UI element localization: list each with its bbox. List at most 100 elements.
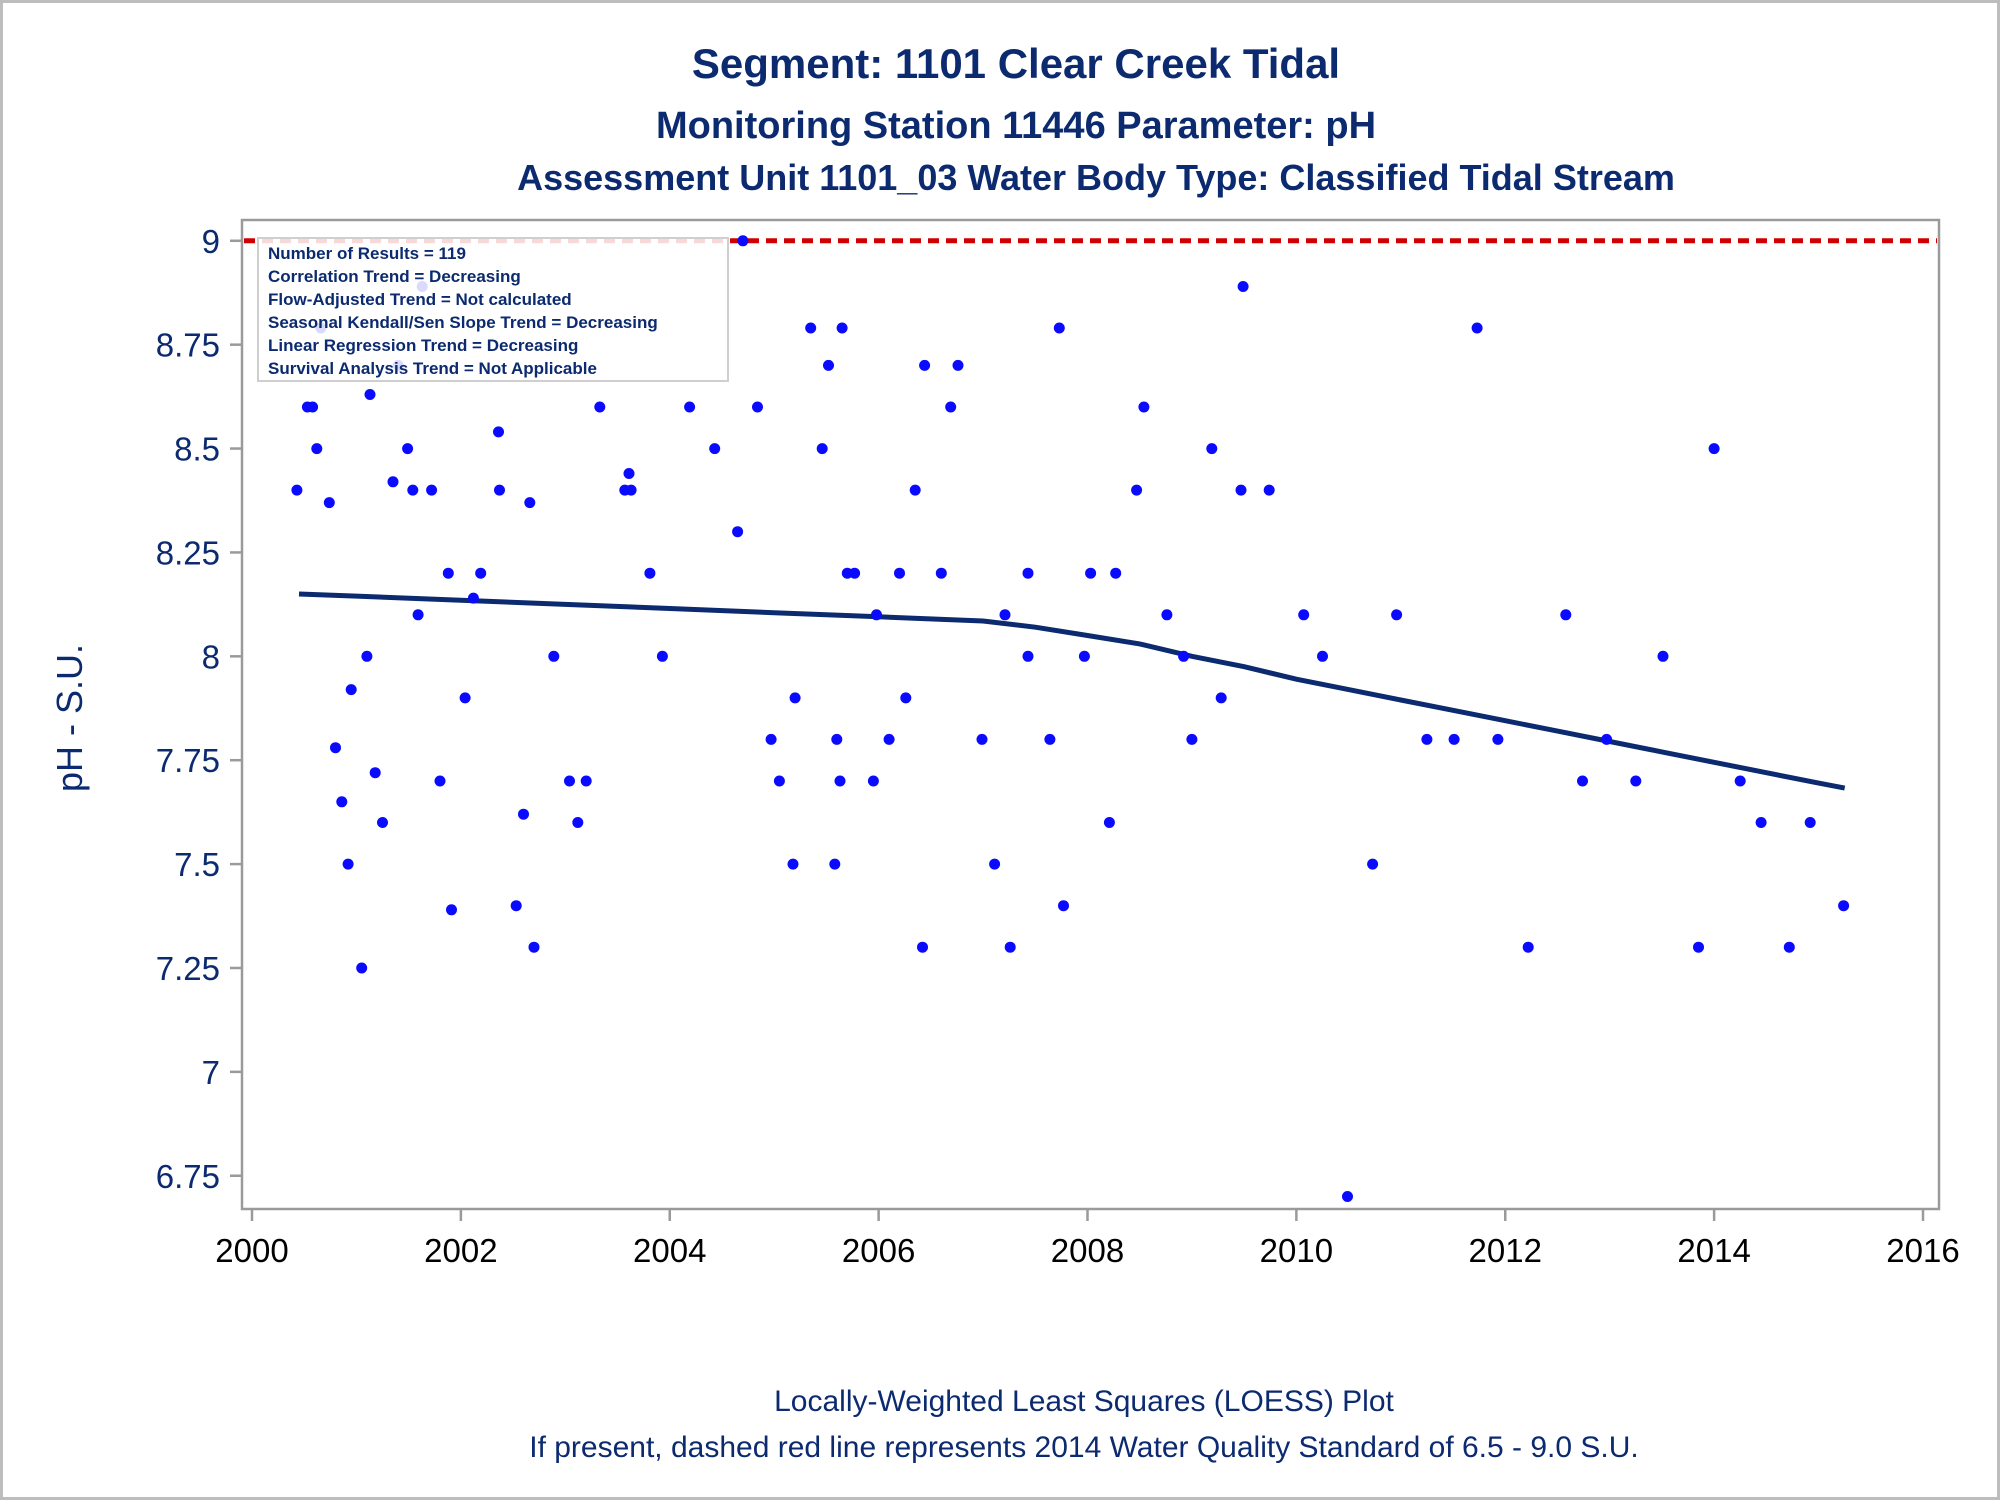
data-point <box>834 775 846 787</box>
data-point <box>1044 733 1056 745</box>
data-point <box>787 858 799 870</box>
data-point <box>1560 609 1572 621</box>
data-point <box>467 592 479 604</box>
stat-seasonal-kendall-trend: Seasonal Kendall/Sen Slope Trend = Decre… <box>268 313 658 332</box>
data-point <box>976 733 988 745</box>
data-point <box>356 962 368 974</box>
data-point <box>475 567 487 579</box>
data-point <box>518 808 529 820</box>
data-point <box>1601 733 1613 745</box>
x-tick-label: 2000 <box>215 1232 288 1269</box>
data-point <box>1367 858 1379 870</box>
x-tick-label: 2004 <box>633 1232 706 1269</box>
data-point <box>493 426 504 438</box>
data-point <box>900 692 912 704</box>
data-point <box>883 733 895 745</box>
data-point <box>1448 733 1460 745</box>
y-tick-label: 7.25 <box>156 950 220 987</box>
stats-box-frame <box>257 237 729 382</box>
data-point <box>1693 941 1704 953</box>
x-tick-label: 2014 <box>1677 1232 1750 1269</box>
data-point <box>1058 900 1069 912</box>
data-point <box>1022 650 1034 662</box>
data-point <box>1078 650 1090 662</box>
data-point <box>1657 650 1669 662</box>
data-point <box>580 775 592 787</box>
data-point <box>656 650 668 662</box>
stat-flow-adjusted-trend: Flow-Adjusted Trend = Not calculated <box>268 290 572 309</box>
chart-title: Segment: 1101 Clear Creek Tidal <box>692 40 1340 87</box>
x-tick-label: 2002 <box>424 1232 497 1269</box>
data-point <box>816 443 828 455</box>
data-point <box>1263 484 1275 496</box>
data-point <box>528 941 540 953</box>
data-point <box>369 767 381 779</box>
data-point <box>1161 609 1173 621</box>
chart-subtitle-2: Assessment Unit 1101_03 Water Body Type:… <box>517 157 1675 198</box>
data-point <box>1110 567 1122 579</box>
data-point <box>849 567 861 579</box>
data-point <box>917 941 928 953</box>
data-point <box>1004 941 1016 953</box>
data-point <box>1235 484 1247 496</box>
data-point <box>625 484 637 496</box>
data-point <box>919 359 931 371</box>
data-point <box>952 359 964 371</box>
footnote-standard: If present, dashed red line represents 2… <box>529 1431 1639 1464</box>
data-point <box>732 526 744 538</box>
y-tick-label: 7.5 <box>174 846 220 883</box>
data-point <box>1298 609 1310 621</box>
data-point <box>1708 443 1720 455</box>
data-point <box>510 900 522 912</box>
y-tick-label: 7 <box>202 1054 220 1091</box>
data-point <box>831 733 843 745</box>
data-point <box>1783 941 1795 953</box>
stat-correlation-trend: Correlation Trend = Decreasing <box>268 267 521 286</box>
y-tick-label: 9 <box>202 223 220 260</box>
data-point <box>709 443 721 455</box>
x-axis: 2000 2002 2004 2006 2008 2010 2012 2014 2016 <box>215 1209 1960 1269</box>
data-point <box>442 567 454 579</box>
stat-linear-regression-trend: Linear Regression Trend = Decreasing <box>268 336 578 355</box>
data-point <box>407 484 419 496</box>
y-tick-label: 8.75 <box>156 327 220 364</box>
data-point <box>548 650 560 662</box>
x-tick-label: 2012 <box>1469 1232 1542 1269</box>
data-point <box>1630 775 1642 787</box>
data-point <box>836 322 848 334</box>
data-point <box>1342 1191 1353 1202</box>
data-point <box>737 235 749 247</box>
data-point <box>752 401 763 413</box>
data-point <box>823 359 834 371</box>
data-point <box>1492 733 1504 745</box>
data-point <box>1186 733 1198 745</box>
y-axis-label: pH - S.U. <box>49 644 90 792</box>
data-point <box>644 567 656 579</box>
footnote-loess: Locally-Weighted Least Squares (LOESS) P… <box>774 1385 1394 1418</box>
data-point <box>1215 692 1227 704</box>
data-point <box>387 476 399 488</box>
data-point <box>342 858 354 870</box>
data-point <box>412 609 424 621</box>
data-point <box>345 684 357 696</box>
data-point <box>361 650 373 662</box>
stat-survival-analysis-trend: Survival Analysis Trend = Not Applicable <box>268 359 597 378</box>
data-point <box>364 389 376 400</box>
data-point <box>330 742 341 754</box>
data-point <box>1421 733 1433 745</box>
data-point <box>494 484 505 496</box>
y-tick-label: 8.25 <box>156 534 220 571</box>
data-point <box>909 484 921 496</box>
data-point <box>773 775 785 787</box>
data-point <box>1206 443 1218 455</box>
data-point <box>1138 401 1150 413</box>
data-point <box>336 796 348 808</box>
x-tick-label: 2008 <box>1051 1232 1124 1269</box>
data-point <box>1804 817 1816 828</box>
data-point <box>524 497 536 509</box>
data-point <box>377 817 388 828</box>
data-point <box>1053 322 1065 334</box>
data-point <box>323 497 335 509</box>
data-point <box>871 609 882 621</box>
